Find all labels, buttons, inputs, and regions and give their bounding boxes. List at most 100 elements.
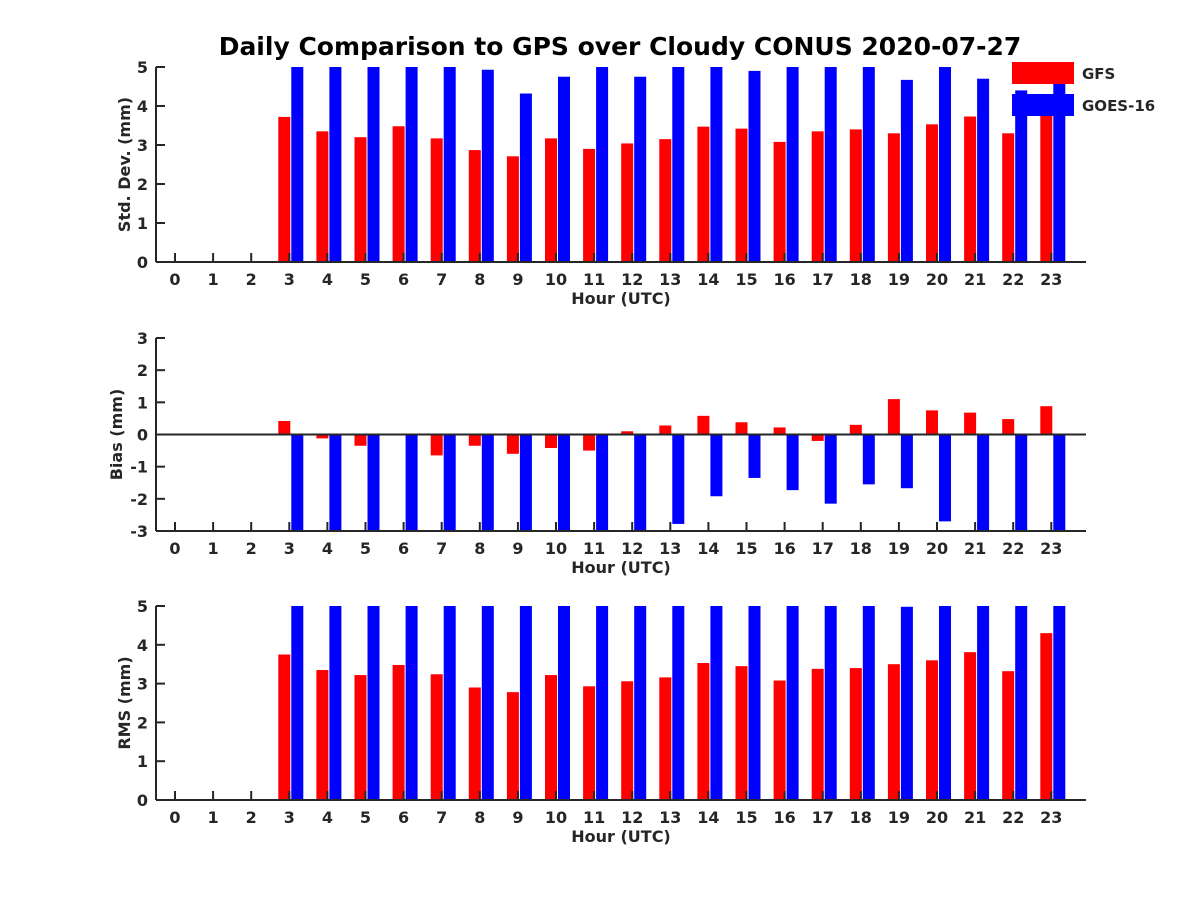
bar-goes-16-hour-7 (443, 67, 456, 262)
x-tick-label: 6 (398, 539, 409, 558)
bar-gfs-hour-22 (1002, 133, 1015, 262)
x-tick-label: 12 (621, 270, 643, 289)
bar-goes-16-hour-6 (405, 67, 418, 262)
bar-gfs-hour-23 (1040, 113, 1053, 263)
x-tick-label: 17 (812, 270, 834, 289)
bar-goes-16-hour-15 (748, 434, 761, 478)
y-axis-label: RMS (mm) (115, 656, 134, 749)
x-tick-label: 0 (169, 270, 180, 289)
bar-gfs-hour-11 (583, 148, 596, 262)
bar-goes-16-hour-17 (824, 67, 837, 262)
bar-goes-16-hour-4 (329, 67, 342, 262)
bar-goes-16-hour-15 (748, 606, 761, 800)
bar-goes-16-hour-5 (367, 67, 380, 262)
y-axis-label: Bias (mm) (107, 389, 126, 481)
bar-goes-16-hour-20 (939, 67, 951, 262)
bar-goes-16-hour-19 (900, 79, 913, 263)
bar-goes-16-hour-9 (519, 606, 532, 800)
x-tick-label: 18 (850, 539, 872, 558)
bar-goes-16-hour-16 (786, 434, 799, 491)
bar-gfs-hour-10 (545, 138, 557, 262)
bar-gfs-hour-13 (659, 425, 672, 435)
bar-goes-16-hour-14 (710, 67, 723, 262)
x-tick-label: 14 (697, 270, 719, 289)
y-tick-label: -1 (130, 458, 148, 477)
bar-goes-16-hour-4 (329, 606, 342, 800)
bar-gfs-hour-18 (849, 129, 862, 262)
y-tick-label: 5 (137, 597, 148, 616)
x-tick-label: 19 (888, 808, 910, 827)
bar-gfs-hour-7 (430, 138, 443, 262)
x-tick-label: 4 (322, 270, 333, 289)
bar-gfs-hour-19 (887, 133, 900, 262)
y-tick-label: 2 (137, 175, 148, 194)
bar-gfs-hour-5 (354, 137, 367, 262)
bar-gfs-hour-3 (278, 420, 291, 435)
bar-goes-16-hour-20 (939, 434, 951, 522)
bar-goes-16-hour-20 (939, 606, 951, 800)
y-tick-label: 4 (137, 636, 148, 655)
bar-gfs-hour-14 (697, 126, 710, 262)
x-tick-label: 20 (926, 270, 948, 289)
legend-swatch-gfs (1012, 62, 1074, 84)
bar-gfs-hour-10 (545, 675, 557, 800)
bar-gfs-hour-7 (430, 434, 443, 456)
bar-gfs-hour-6 (392, 664, 405, 800)
bar-gfs-hour-12 (621, 143, 634, 262)
bar-goes-16-hour-14 (710, 434, 723, 497)
bar-gfs-hour-20 (926, 660, 938, 800)
x-tick-label: 5 (360, 539, 371, 558)
y-tick-label: 3 (137, 675, 148, 694)
x-tick-label: 5 (360, 808, 371, 827)
bar-goes-16-hour-10 (558, 76, 570, 262)
bar-gfs-hour-5 (354, 675, 367, 800)
bar-goes-16-hour-15 (748, 70, 761, 263)
bar-goes-16-hour-8 (481, 606, 494, 800)
bar-gfs-hour-16 (773, 427, 786, 435)
bar-goes-16-hour-22 (1015, 90, 1028, 263)
x-tick-label: 23 (1040, 270, 1062, 289)
bar-gfs-hour-4 (316, 670, 329, 800)
bar-gfs-hour-11 (583, 686, 596, 800)
y-tick-label: 5 (137, 58, 148, 77)
bar-goes-16-hour-18 (862, 67, 875, 262)
bar-goes-16-hour-10 (558, 434, 570, 531)
x-tick-label: 12 (621, 808, 643, 827)
bar-goes-16-hour-16 (786, 606, 799, 800)
bar-goes-16-hour-19 (900, 434, 913, 489)
bar-goes-16-hour-3 (291, 606, 304, 800)
bar-goes-16-hour-22 (1015, 606, 1028, 800)
legend-label-goes-16: GOES-16 (1082, 97, 1155, 115)
x-tick-label: 18 (850, 270, 872, 289)
bar-gfs-hour-20 (926, 124, 938, 262)
x-tick-label: 10 (545, 539, 567, 558)
x-tick-label: 11 (583, 270, 605, 289)
bar-gfs-hour-16 (773, 141, 786, 262)
bar-goes-16-hour-3 (291, 67, 304, 262)
x-tick-label: 0 (169, 539, 180, 558)
bar-goes-16-hour-11 (596, 434, 609, 531)
x-tick-label: 23 (1040, 808, 1062, 827)
legend: GFS GOES-16 (1012, 62, 1155, 116)
bar-goes-16-hour-23 (1053, 606, 1066, 800)
x-tick-label: 2 (246, 270, 257, 289)
x-tick-label: 13 (659, 539, 681, 558)
x-tick-label: 4 (322, 808, 333, 827)
bar-goes-16-hour-14 (710, 606, 723, 800)
legend-swatch-goes-16 (1012, 94, 1074, 116)
x-tick-label: 16 (773, 808, 795, 827)
bar-gfs-hour-20 (926, 410, 938, 435)
x-tick-label: 17 (812, 808, 834, 827)
bar-goes-16-hour-10 (558, 606, 570, 800)
x-tick-label: 18 (850, 808, 872, 827)
bar-gfs-hour-11 (583, 434, 596, 451)
bar-gfs-hour-3 (278, 654, 291, 800)
bar-goes-16-hour-3 (291, 434, 304, 531)
x-tick-label: 8 (474, 539, 485, 558)
x-tick-label: 22 (1002, 270, 1024, 289)
x-tick-label: 13 (659, 270, 681, 289)
bar-goes-16-hour-6 (405, 606, 418, 800)
bar-goes-16-hour-16 (786, 67, 799, 262)
